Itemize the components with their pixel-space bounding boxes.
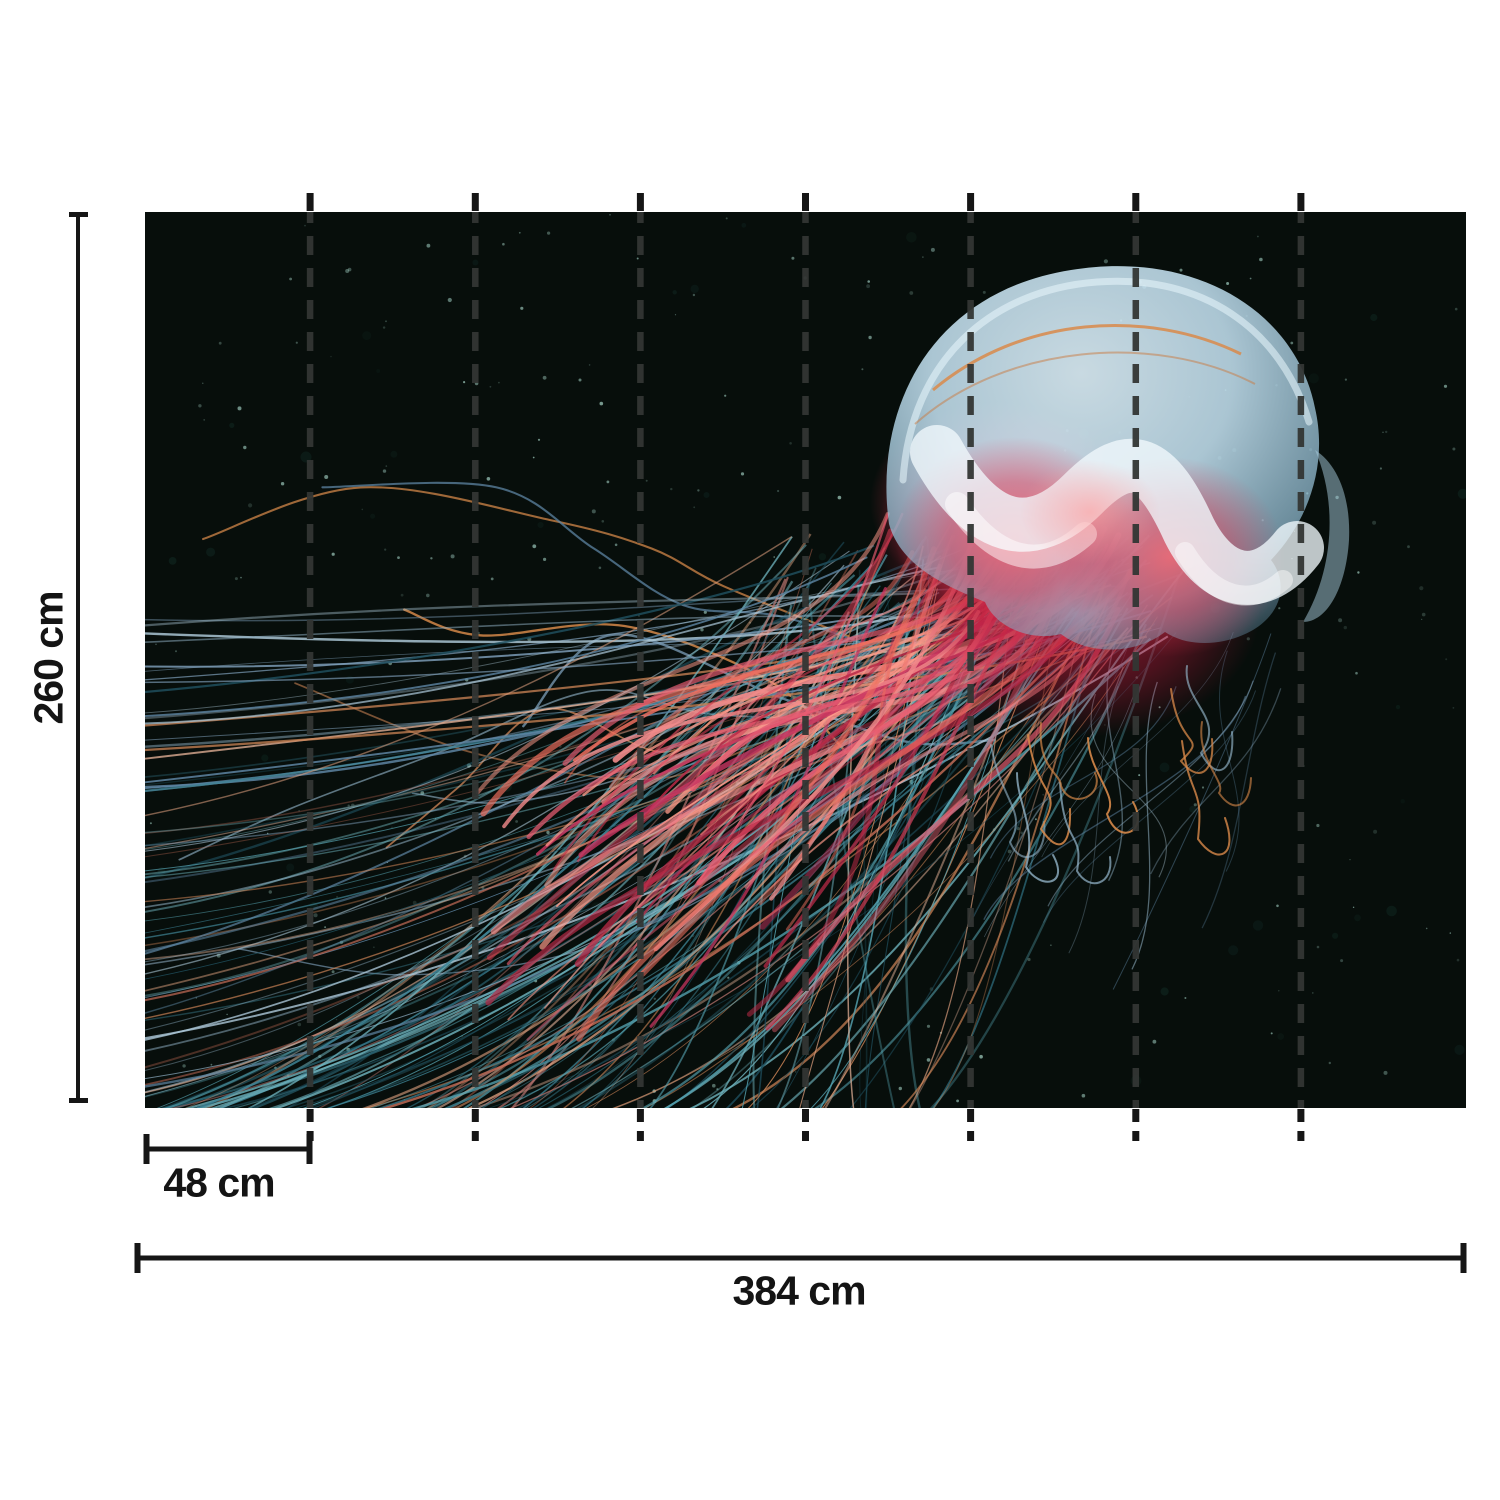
curled-tentacle-tips — [990, 665, 1252, 885]
jellyfish-bell — [870, 266, 1350, 737]
panel-width-dimension-label: 48 cm — [163, 1159, 275, 1206]
height-dimension-label: 260 cm — [25, 591, 72, 725]
height-dimension-line — [69, 212, 88, 1103]
jellyfish-image — [145, 212, 1466, 1108]
panel-divider-lines — [306, 212, 1305, 1108]
wallpaper-photo — [145, 212, 1466, 1108]
total-width-dimension-label: 384 cm — [732, 1267, 866, 1314]
